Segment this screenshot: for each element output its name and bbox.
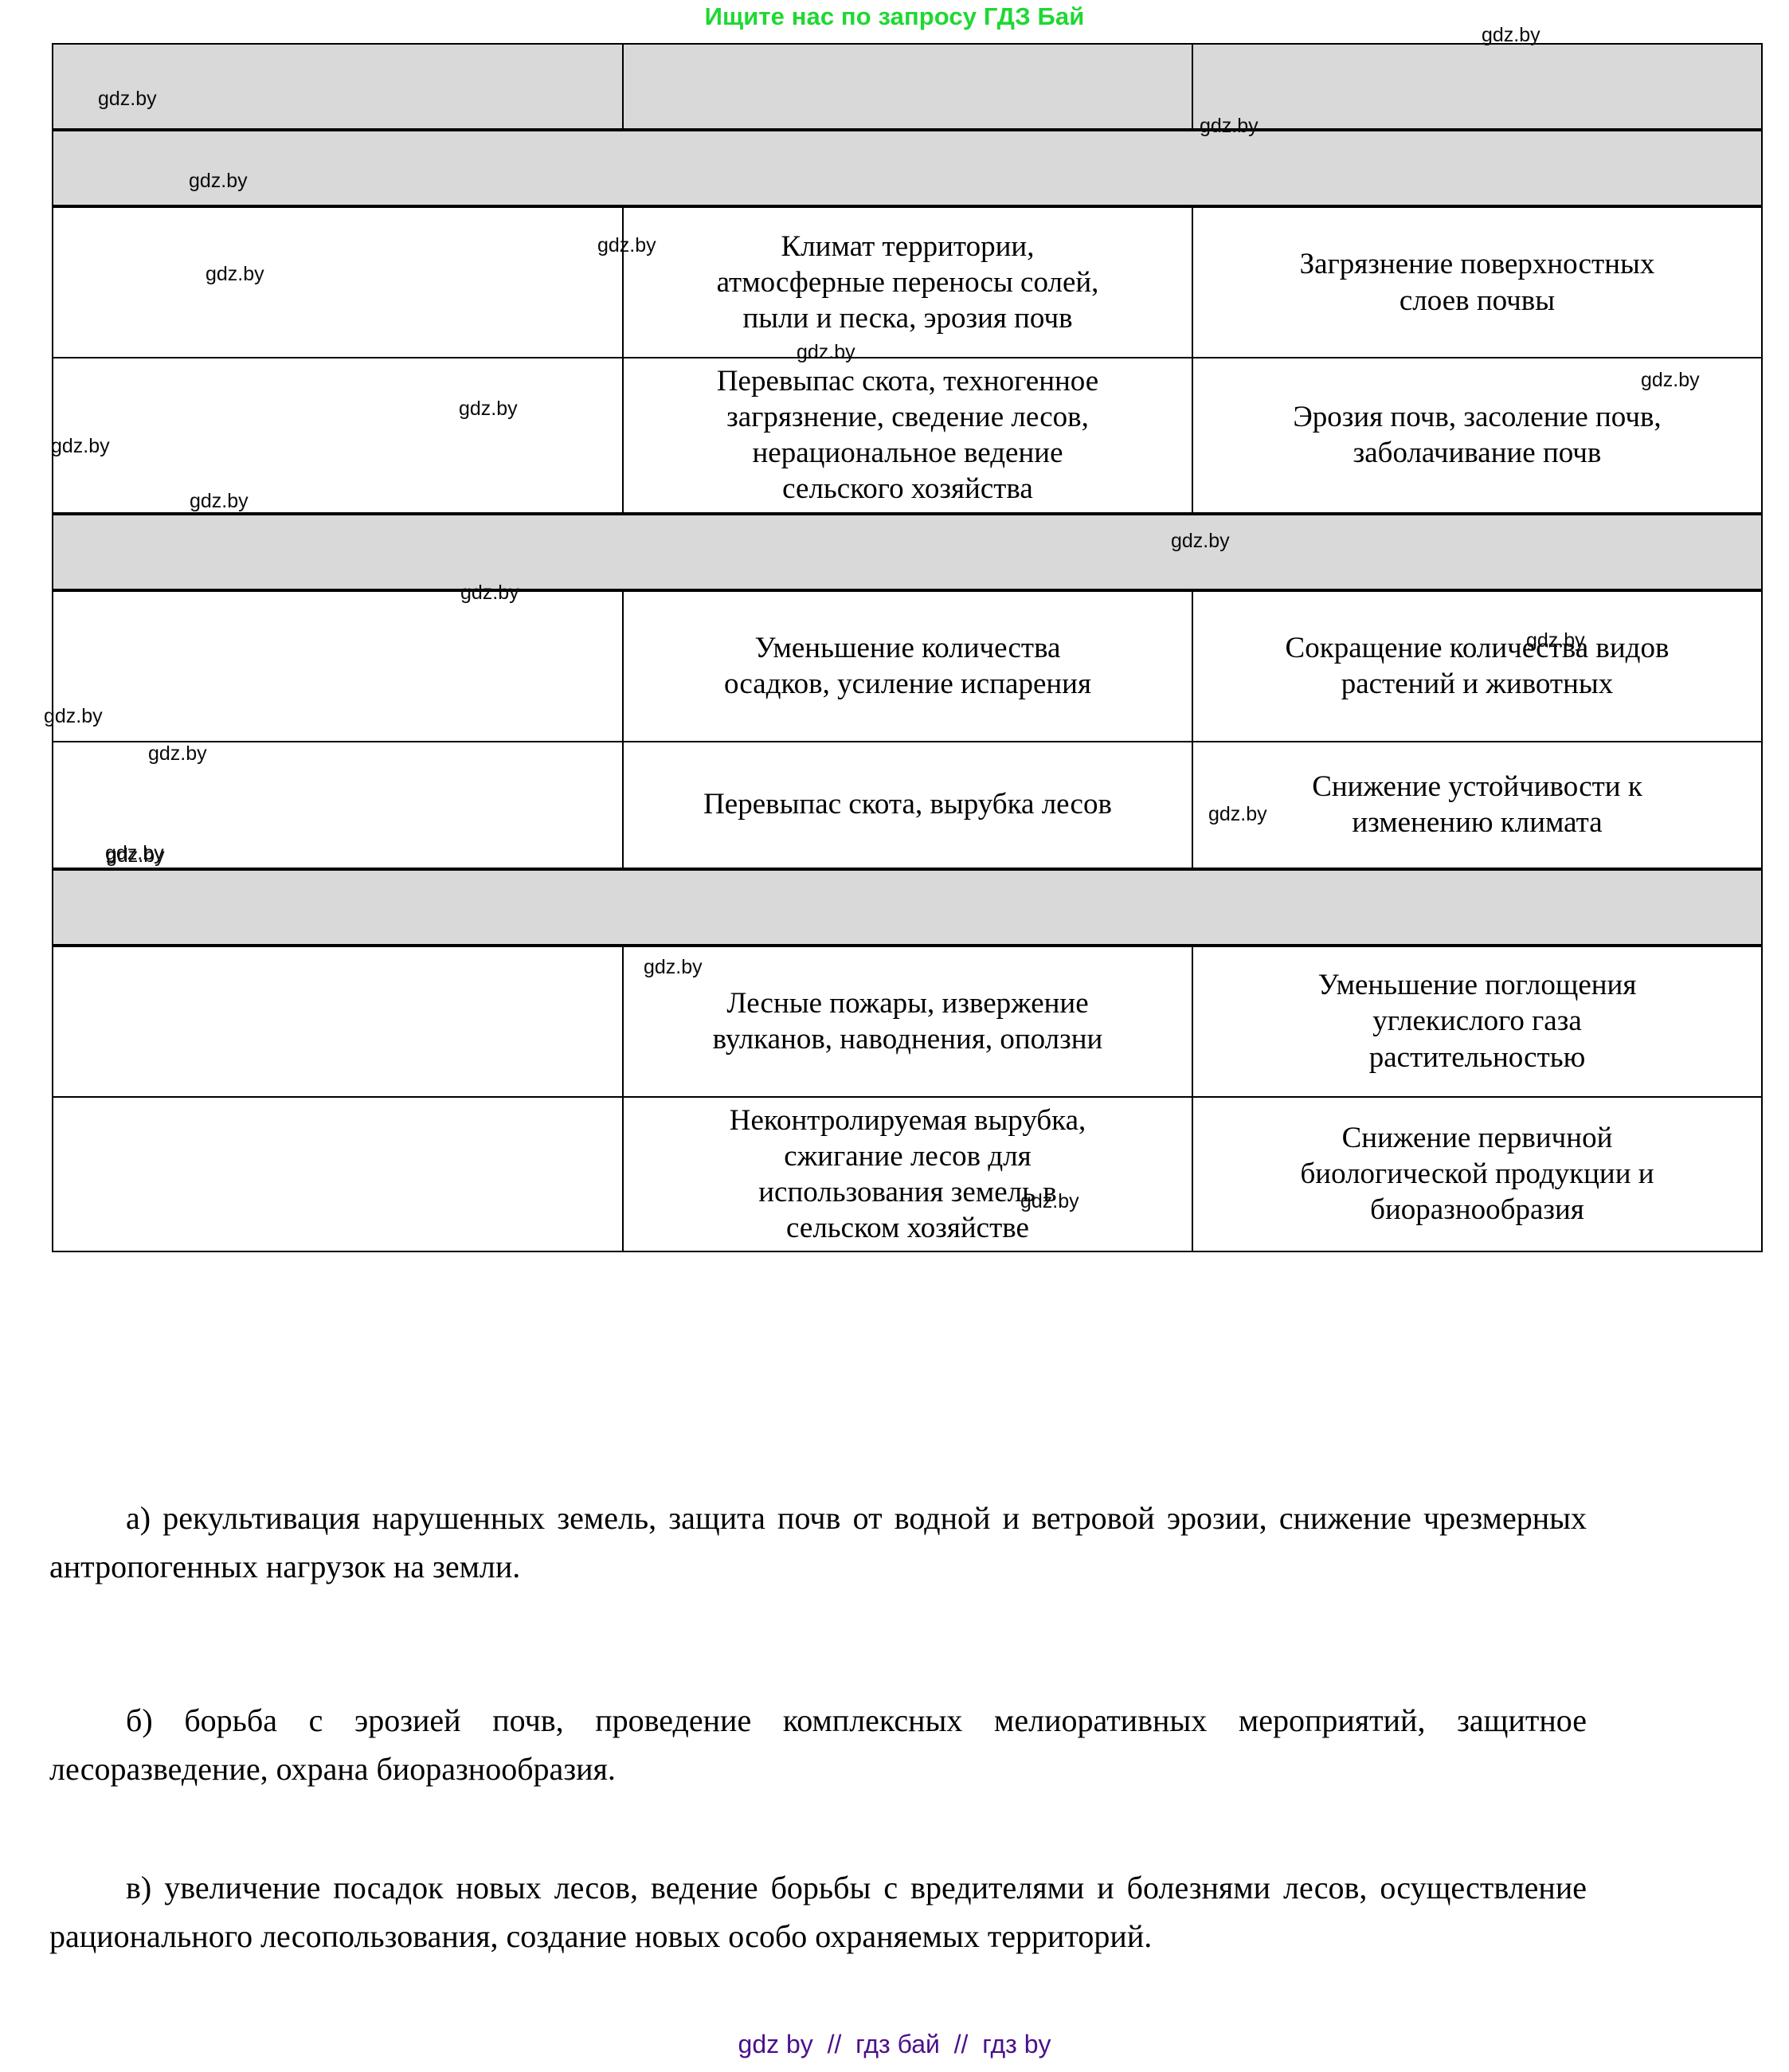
row-cell-cause: Климат территории, атмосферные переносы …	[622, 206, 1193, 358]
table-row-section-divider-3	[52, 867, 1763, 947]
table-row: Неконтролируемая вырубка, сжигание лесов…	[52, 1095, 1763, 1252]
row-cell-effect: Загрязнение поверхностных слоев почвы	[1192, 206, 1763, 358]
table-row: Климат территории, атмосферные переносы …	[52, 206, 1763, 358]
row-cell-factor	[52, 357, 624, 515]
answer-paragraph-a: а) рекультивация нарушенных земель, защи…	[49, 1500, 1587, 1584]
table-row: Перевыпас скота, вырубка лесов Снижение …	[52, 740, 1763, 870]
table-row-section-divider-1	[52, 128, 1763, 208]
answer-paragraph-c: в) увеличение посадок новых лесов, веден…	[49, 1870, 1587, 1954]
row-cell-effect: Эрозия почв, засоление почв, заболачиван…	[1192, 357, 1763, 515]
row-cell-factor	[52, 1095, 624, 1252]
row-cell-effect: Уменьшение поглощения углекислого газа р…	[1192, 944, 1763, 1098]
row-cell-factor	[52, 740, 624, 870]
row-cell-cause: Лесные пожары, извержение вулканов, наво…	[622, 944, 1193, 1098]
row-cell-factor	[52, 589, 624, 742]
section-divider-cell-1	[52, 128, 1763, 208]
section-divider-cell-3	[52, 867, 1763, 947]
row-cell-effect: Снижение устойчивости к изменению климат…	[1192, 740, 1763, 870]
table-row: Лесные пожары, извержение вулканов, наво…	[52, 944, 1763, 1098]
table-body: Климат территории, атмосферные переносы …	[52, 43, 1763, 1252]
header-cell-1	[52, 43, 624, 131]
table-row: Уменьшение количества осадков, усиление …	[52, 589, 1763, 742]
section-divider-cell-2	[52, 511, 1763, 592]
row-cell-cause: Уменьшение количества осадков, усиление …	[622, 589, 1193, 742]
row-cell-cause: Перевыпас скота, техногенное загрязнение…	[622, 357, 1193, 515]
row-cell-factor	[52, 944, 624, 1098]
row-cell-effect: Снижение первичной биологической продукц…	[1192, 1095, 1763, 1252]
table-row: Перевыпас скота, техногенное загрязнение…	[52, 357, 1763, 515]
table-row-section-divider-2	[52, 511, 1763, 592]
ecology-problems-table: Климат территории, атмосферные переносы …	[52, 43, 1763, 1252]
header-cell-3	[1192, 43, 1763, 131]
row-cell-factor	[52, 206, 624, 358]
row-cell-cause: Перевыпас скота, вырубка лесов	[622, 740, 1193, 870]
header-cell-2	[622, 43, 1193, 131]
answer-paragraph-b: б) борьба с эрозией почв, проведение ком…	[49, 1702, 1587, 1787]
site-footer: gdz by // гдз бай // гдз by	[738, 2030, 1051, 2058]
row-cell-effect: Сокращение количества видов растений и ж…	[1192, 589, 1763, 742]
site-banner: Ищите нас по запросу ГДЗ Бай	[704, 2, 1085, 30]
table-row-header	[52, 43, 1763, 131]
row-cell-cause: Неконтролируемая вырубка, сжигание лесов…	[622, 1095, 1193, 1252]
